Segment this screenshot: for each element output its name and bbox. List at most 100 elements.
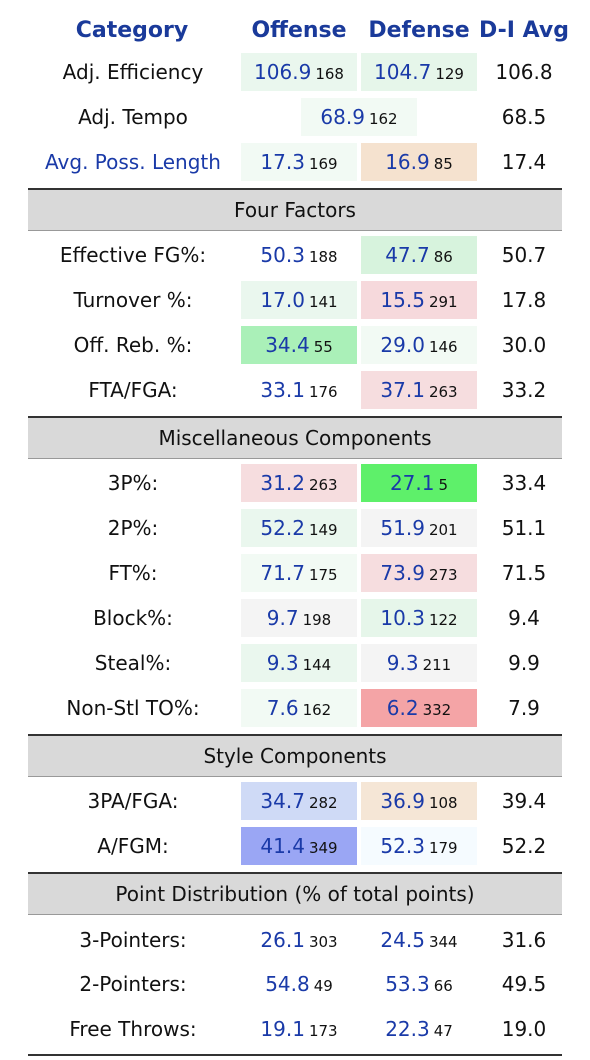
- tempo-rank: 162: [368, 110, 398, 128]
- d1-avg-value: 9.4: [508, 606, 540, 630]
- offense-value[interactable]: 34.4: [265, 333, 310, 357]
- offense-value[interactable]: 7.6: [266, 696, 299, 720]
- row-label: Effective FG%:: [59, 243, 207, 267]
- offense-cell: 33.1 176: [241, 371, 357, 409]
- defense-rank: 108: [428, 794, 458, 812]
- offense-value[interactable]: 41.4: [260, 834, 305, 858]
- tempo-cell: 68.9 162: [301, 98, 417, 136]
- offense-cell: 31.2 263: [241, 464, 357, 502]
- row-label: Steal%:: [94, 651, 172, 675]
- d1-avg-value: 7.9: [508, 696, 540, 720]
- row-label: Adj. Efficiency: [62, 60, 204, 84]
- table-row-non-stl-to: Non-Stl TO%: 7.6 162 6.2 332 7.9: [0, 686, 590, 730]
- defense-rank: 5: [438, 476, 449, 494]
- defense-value[interactable]: 27.1: [389, 471, 435, 495]
- offense-value[interactable]: 9.3: [266, 651, 299, 675]
- defense-rank: 201: [428, 521, 458, 539]
- defense-value[interactable]: 73.9: [380, 561, 425, 585]
- offense-cell: 41.4 349: [241, 827, 357, 865]
- offense-value[interactable]: 17.0: [260, 288, 305, 312]
- defense-cell: 29.0 146: [361, 326, 477, 364]
- offense-value[interactable]: 52.2: [260, 516, 305, 540]
- header-offense[interactable]: Offense: [251, 18, 347, 43]
- defense-cell: 9.3 211: [361, 644, 477, 682]
- defense-rank: 332: [422, 701, 452, 719]
- d1-avg-value: 52.2: [501, 834, 547, 858]
- defense-value[interactable]: 53.3: [385, 972, 430, 996]
- header-defense[interactable]: Defense: [368, 18, 470, 43]
- defense-rank: 146: [428, 338, 458, 356]
- offense-value[interactable]: 17.3: [260, 150, 305, 174]
- row-label: 3P%:: [107, 471, 159, 495]
- d1-avg-value: 33.2: [501, 378, 547, 402]
- defense-cell: 47.7 86: [361, 236, 477, 274]
- d1-avg-value: 49.5: [501, 972, 547, 996]
- defense-value[interactable]: 6.2: [386, 696, 419, 720]
- d1-avg-value: 17.8: [501, 288, 547, 312]
- offense-value[interactable]: 26.1: [260, 928, 305, 952]
- tempo-value[interactable]: 68.9: [320, 105, 365, 129]
- offense-rank: 176: [308, 383, 338, 401]
- table-row-avg-poss-length: Avg. Poss. Length 17.3 169 16.9 85 17.4: [0, 140, 590, 184]
- d1-avg-value: 71.5: [501, 561, 547, 585]
- offense-rank: 162: [302, 701, 332, 719]
- table-row-2p: 2P%: 52.2 149 51.9 201 51.1: [0, 506, 590, 550]
- table-row-3p: 3P%: 31.2 263 27.1 5 33.4: [0, 461, 590, 505]
- offense-value[interactable]: 33.1: [260, 378, 305, 402]
- offense-value[interactable]: 31.2: [260, 471, 305, 495]
- d1-avg-value: 31.6: [501, 928, 547, 952]
- defense-value[interactable]: 37.1: [380, 378, 425, 402]
- row-label: 2P%:: [107, 516, 159, 540]
- defense-rank: 291: [428, 293, 458, 311]
- defense-value[interactable]: 9.3: [386, 651, 419, 675]
- offense-cell: 7.6 162: [241, 689, 357, 727]
- defense-cell: 6.2 332: [361, 689, 477, 727]
- defense-value[interactable]: 29.0: [380, 333, 425, 357]
- defense-rank: 122: [428, 611, 458, 629]
- d1-avg-value: 39.4: [501, 789, 547, 813]
- defense-cell: 51.9 201: [361, 509, 477, 547]
- defense-value[interactable]: 22.3: [385, 1017, 430, 1041]
- offense-cell: 106.9 168: [241, 53, 357, 91]
- offense-rank: 198: [302, 611, 332, 629]
- offense-value[interactable]: 71.7: [260, 561, 305, 585]
- defense-value[interactable]: 51.9: [380, 516, 425, 540]
- defense-value[interactable]: 10.3: [380, 606, 425, 630]
- defense-cell: 15.5 291: [361, 281, 477, 319]
- offense-value[interactable]: 106.9: [254, 60, 312, 84]
- defense-value[interactable]: 52.3: [380, 834, 425, 858]
- defense-value[interactable]: 36.9: [380, 789, 425, 813]
- offense-cell: 34.4 55: [241, 326, 357, 364]
- table-row-ft: FT%: 71.7 175 73.9 273 71.5: [0, 551, 590, 595]
- defense-value[interactable]: 16.9: [385, 150, 430, 174]
- row-label: Free Throws:: [69, 1017, 197, 1041]
- offense-value[interactable]: 19.1: [260, 1017, 305, 1041]
- defense-value[interactable]: 47.7: [385, 243, 430, 267]
- table-bottom-border: [28, 1054, 562, 1056]
- table-row-off-reb: Off. Reb. %: 34.4 55 29.0 146 30.0: [0, 323, 590, 367]
- defense-rank: 179: [428, 839, 458, 857]
- row-label: FT%:: [108, 561, 158, 585]
- row-label: 3PA/FGA:: [87, 789, 179, 813]
- header-category: Category: [75, 18, 189, 43]
- offense-value[interactable]: 34.7: [260, 789, 305, 813]
- row-label: A/FGM:: [97, 834, 169, 858]
- table-row-free-throws: Free Throws: 19.1 173 22.3 47 19.0: [0, 1007, 590, 1051]
- header-d1-avg: D-I Avg: [479, 18, 569, 43]
- defense-cell: 37.1 263: [361, 371, 477, 409]
- defense-value[interactable]: 15.5: [380, 288, 425, 312]
- d1-avg-value: 9.9: [508, 651, 540, 675]
- offense-value[interactable]: 9.7: [266, 606, 299, 630]
- defense-rank: 344: [428, 933, 458, 951]
- offense-value[interactable]: 54.8: [265, 972, 310, 996]
- section-point-distribution: Point Distribution (% of total points): [28, 872, 562, 915]
- offense-rank: 168: [315, 65, 344, 83]
- defense-value[interactable]: 24.5: [380, 928, 425, 952]
- d1-avg-value: 68.5: [501, 105, 547, 129]
- offense-rank: 144: [302, 656, 332, 674]
- offense-value[interactable]: 50.3: [260, 243, 305, 267]
- offense-rank: 141: [308, 293, 338, 311]
- avg-poss-length-link[interactable]: Avg. Poss. Length: [45, 150, 221, 174]
- defense-value[interactable]: 104.7: [374, 60, 432, 84]
- defense-cell: 53.3 66: [361, 965, 477, 1003]
